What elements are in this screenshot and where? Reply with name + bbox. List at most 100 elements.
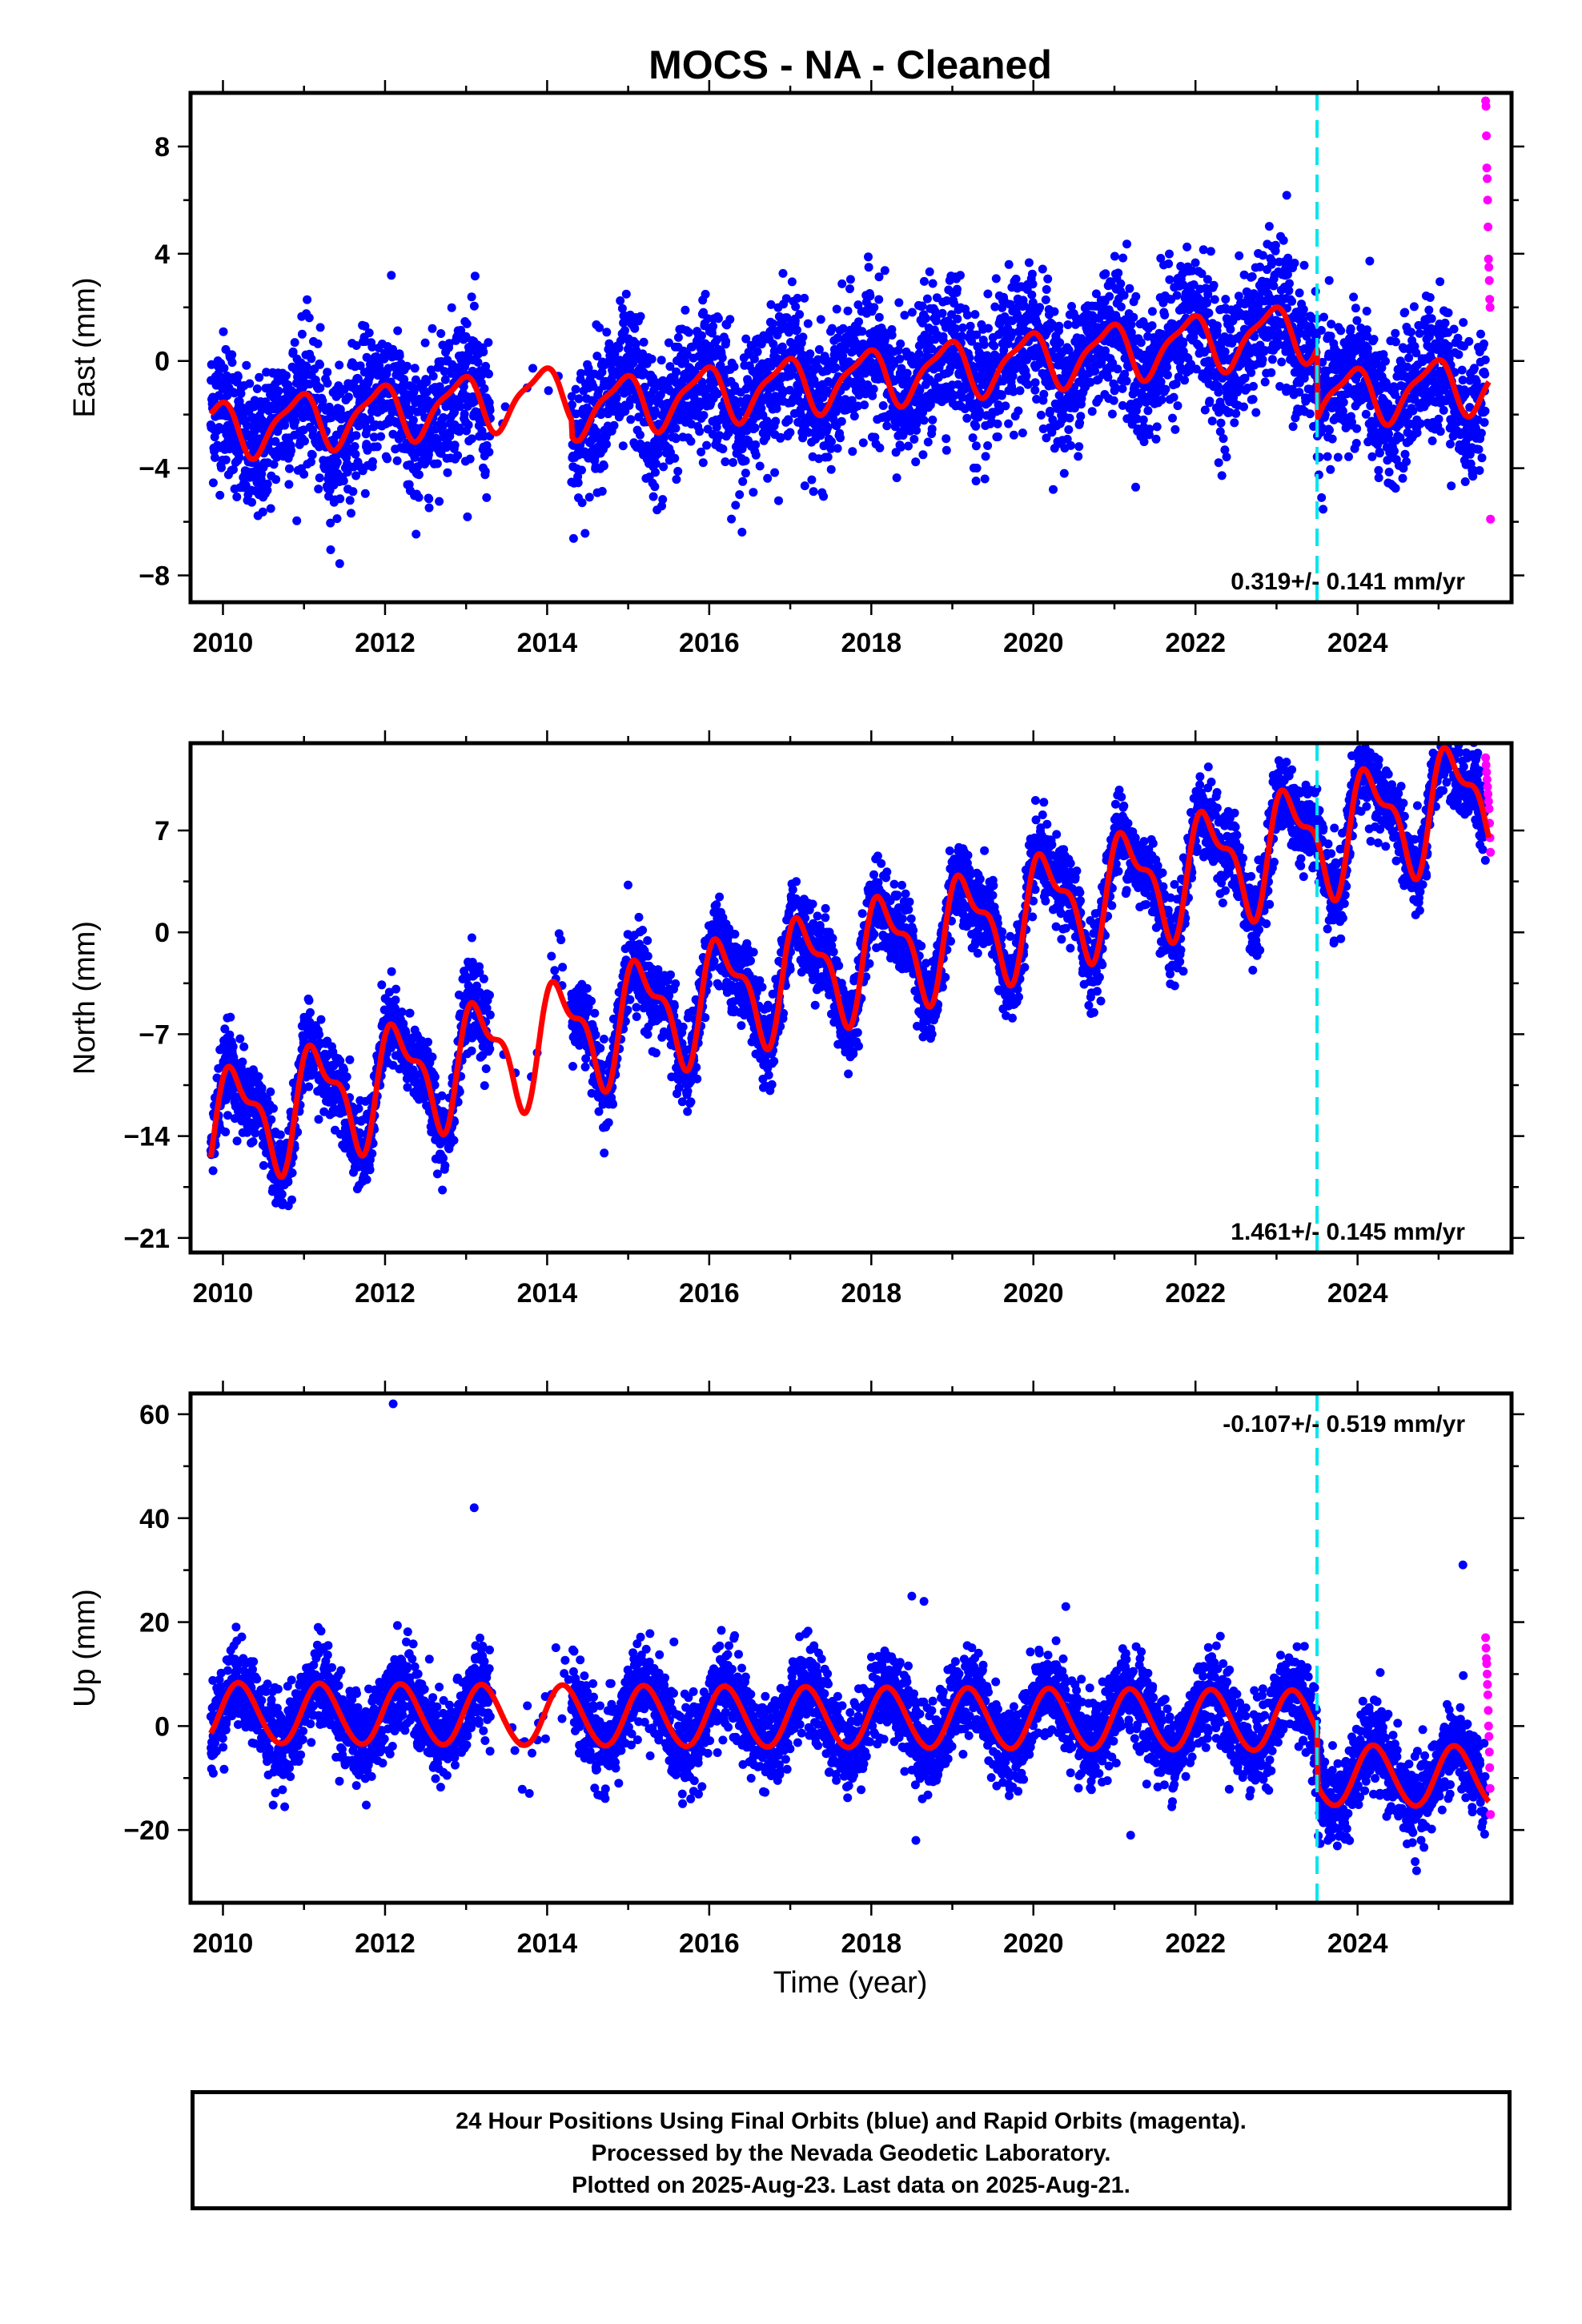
east-point [1214, 458, 1223, 468]
east-point [1118, 253, 1128, 263]
east-point [347, 509, 355, 518]
east-point [211, 452, 219, 462]
east-point [823, 424, 833, 432]
east-point [721, 336, 731, 346]
east-point [465, 454, 475, 464]
east-point [1139, 437, 1149, 447]
east-point [1008, 372, 1018, 381]
east-point [1262, 281, 1271, 291]
east-point [1234, 292, 1243, 301]
east-point [880, 266, 889, 275]
east-point [919, 276, 929, 286]
east-point [770, 468, 780, 477]
east-point [962, 310, 972, 320]
east-point [440, 375, 450, 384]
east-point [335, 360, 344, 370]
east-point [345, 496, 355, 505]
east-point [845, 275, 855, 284]
east-point [1408, 406, 1418, 416]
east-point [971, 421, 981, 431]
east-point [1391, 484, 1400, 493]
east-point [290, 338, 299, 348]
east-point [912, 425, 921, 435]
east-point [942, 445, 951, 455]
east-point [1282, 191, 1291, 200]
east-point [1326, 332, 1335, 341]
east-x-tick-label: 2020 [1003, 628, 1064, 658]
east-point [1147, 321, 1157, 331]
east-point [614, 344, 624, 353]
east-point [1216, 418, 1226, 428]
east-point [882, 421, 892, 431]
east-point [636, 312, 645, 321]
east-point [1136, 338, 1146, 348]
east-point [1465, 403, 1475, 412]
east-point [463, 512, 472, 521]
east-point [435, 497, 444, 506]
east-point [1395, 432, 1405, 442]
east-point [849, 412, 859, 421]
east-point [1239, 402, 1248, 412]
east-point [1122, 239, 1131, 249]
east-point [1046, 406, 1054, 416]
east-point [1374, 473, 1383, 483]
east-point [300, 436, 309, 446]
east-point [869, 384, 878, 394]
east-point [968, 433, 978, 443]
east-point [597, 487, 607, 496]
east-point [639, 337, 648, 347]
east-point [837, 279, 847, 288]
east-point [1400, 308, 1410, 317]
east-point [1398, 473, 1407, 483]
panels: 2010 2012 2014 2016 2018 2020 2022 2024−8−4048E… [68, 80, 1524, 1959]
east-point [1091, 289, 1101, 299]
east-point [1066, 440, 1075, 450]
east-point [1209, 280, 1219, 290]
east-point [230, 388, 239, 398]
east-point [1399, 464, 1408, 473]
east-point [1458, 376, 1468, 385]
east-point [1122, 376, 1131, 386]
east-x-tick-label: 2024 [1327, 628, 1388, 658]
east-point [1050, 307, 1059, 316]
east-point [1267, 256, 1277, 266]
east-point [800, 481, 809, 491]
east-point [958, 323, 968, 332]
east-point [1129, 312, 1138, 322]
east-point [359, 412, 368, 422]
east-point [1344, 452, 1353, 461]
east-point [1022, 371, 1031, 380]
east-point [791, 302, 801, 312]
east-point [1125, 283, 1134, 293]
east-point [1295, 288, 1304, 298]
east-point [1030, 385, 1040, 395]
east-point [482, 493, 492, 502]
east-point [656, 356, 666, 365]
east-point [1434, 414, 1443, 424]
east-point [749, 354, 759, 364]
east-point [1480, 406, 1490, 416]
east-point [412, 529, 421, 539]
east-point [245, 379, 255, 388]
north-point [223, 1111, 232, 1120]
east-point [343, 392, 353, 402]
east-point [612, 392, 621, 402]
east-x-tick-label: 2012 [355, 628, 416, 658]
east-point [400, 375, 409, 384]
east-point [673, 332, 683, 342]
east-point [1404, 353, 1414, 363]
east-point [584, 493, 594, 502]
east-point [1474, 444, 1484, 454]
east-point [1317, 493, 1327, 502]
east-point [915, 385, 925, 395]
east-point [1425, 293, 1435, 302]
east-point [899, 427, 909, 436]
east-point [1273, 337, 1282, 347]
east-point [741, 456, 750, 465]
east-point [1240, 373, 1250, 383]
east-point [1109, 396, 1118, 405]
east-point [702, 440, 712, 450]
east-point [247, 497, 256, 507]
east-point [1114, 268, 1123, 278]
east-point [1172, 291, 1182, 300]
